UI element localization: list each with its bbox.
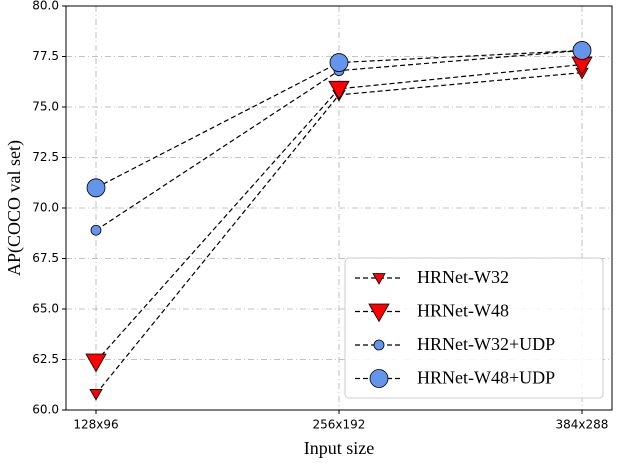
marker	[368, 303, 390, 323]
marker	[373, 339, 385, 351]
legend-box	[344, 257, 604, 399]
y-tick-label: 60.0	[32, 403, 59, 417]
legend-label: HRNet-W48	[417, 301, 509, 321]
y-tick-label: 67.5	[32, 251, 59, 265]
marker	[89, 388, 103, 401]
marker	[372, 273, 386, 285]
legend-label: HRNet-W32	[417, 267, 509, 287]
x-axis-label: Input size	[304, 438, 374, 458]
legend-label: HRNet-W32+UDP	[417, 334, 555, 354]
y-tick-label: 72.5	[32, 150, 59, 164]
marker	[328, 80, 350, 100]
x-tick-label: 256x192	[313, 418, 366, 432]
marker	[329, 53, 349, 72]
marker	[369, 369, 389, 388]
marker	[572, 41, 592, 60]
plot-frame	[65, 5, 613, 411]
marker	[90, 224, 102, 236]
y-axis-label: AP(COCO val set)	[4, 140, 25, 276]
marker	[85, 353, 107, 373]
y-tick-label: 75.0	[32, 100, 59, 114]
line	[95, 63, 583, 362]
y-tick-label: 65.0	[32, 302, 59, 316]
y-tick-label: 77.5	[32, 49, 59, 63]
x-tick-label: 384x288	[556, 418, 609, 432]
x-tick-label: 128x96	[73, 418, 118, 432]
y-tick-label: 70.0	[32, 201, 59, 215]
y-tick-label: 80.0	[32, 0, 59, 13]
y-tick-label: 62.5	[32, 352, 59, 366]
legend-label: HRNet-W48+UDP	[417, 368, 555, 388]
legend: HRNet-W32 HRNet-W48 HRNet-W32+UDP HRNet-W48…	[344, 257, 604, 399]
marker	[86, 178, 106, 198]
